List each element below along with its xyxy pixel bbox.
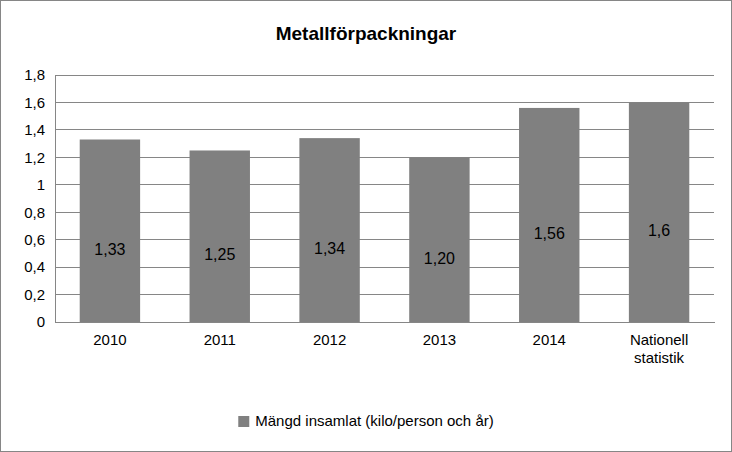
y-tick-label: 1,8 [24,66,45,83]
data-labels: 1,33 1,25 1,34 1,20 1,56 1,6 [94,222,670,266]
x-tick-label: 2014 [533,331,566,348]
x-tick-label: 2010 [93,331,126,348]
y-tick: 1 [37,176,55,193]
x-axis: 2010 2011 2012 2013 2014 Nationellstatistik [56,322,715,366]
x-tick: 2012 [313,322,346,348]
y-tick: 0,6 [24,231,55,248]
y-tick-label: 1 [37,176,45,193]
legend: Mängd insamlat (kilo/person och år) [238,412,493,429]
x-tick-label: 2011 [204,331,236,348]
bar [299,138,359,322]
data-label: 1,25 [204,246,235,263]
grid-line [55,212,714,213]
grid-line [55,129,714,130]
plot: 00,20,40,60,811,21,41,61,81,331,251,341,… [24,66,714,365]
y-axis: 0 0,2 0,4 0,6 0,8 1 1,2 1,4 1,6 1,8 [24,66,55,330]
bars [80,102,690,322]
y-tick-label: 0 [37,313,45,330]
x-tick-label: Nationellstatistik [630,331,688,366]
bar [629,102,689,322]
bar [519,108,579,322]
y-tick: 1,4 [24,121,55,138]
y-tick: 1,6 [24,94,55,111]
y-tick-label: 0,8 [24,204,45,221]
grid-line [55,157,714,158]
grid-line [55,102,714,103]
data-label: 1,34 [314,240,345,257]
y-tick-label: 0,4 [24,258,45,275]
x-tick: 2011 [204,322,236,348]
y-tick-label: 1,2 [24,149,45,166]
grid-line [55,267,714,268]
y-tick-label: 0,6 [24,231,45,248]
y-tick: 0,4 [24,258,55,275]
x-tick-label: 2013 [423,331,456,348]
grid-line [55,75,714,76]
y-axis-line [55,76,56,323]
x-tick: 2010 [93,322,126,348]
grid-line [55,322,714,323]
legend-swatch [238,416,249,427]
y-tick: 1,2 [24,149,55,166]
data-label: 1,56 [534,225,565,242]
data-label: 1,33 [94,241,125,258]
data-label: 1,6 [648,222,670,239]
x-tick: 2013 [423,322,456,348]
chart: Metallförpackningar 0 0,2 0,4 0,6 0,8 1 1,2 1,4 1… [0,0,732,452]
grid-line [55,239,714,240]
x-axis-line [56,322,715,323]
legend-label: Mängd insamlat (kilo/person och år) [255,412,493,429]
y-tick: 0 [37,313,55,330]
x-tick: 2014 [533,322,566,348]
x-tick-label: 2012 [313,331,346,348]
bar [80,139,140,322]
grid [55,75,714,322]
y-tick-label: 1,6 [24,94,45,111]
legend-item: Mängd insamlat (kilo/person och år) [238,412,493,429]
grid-line [55,184,714,185]
chart-border [1,1,732,452]
y-tick: 0,2 [24,286,55,303]
grid-line [55,294,714,295]
y-tick-label: 1,4 [24,121,45,138]
y-tick: 0,8 [24,204,55,221]
bar [190,150,250,322]
data-label: 1,20 [424,250,455,267]
title: Metallförpackningar [276,23,457,44]
y-tick-label: 0,2 [24,286,45,303]
y-tick: 1,8 [24,66,55,83]
x-tick: Nationellstatistik [630,322,688,366]
bar [409,157,469,322]
